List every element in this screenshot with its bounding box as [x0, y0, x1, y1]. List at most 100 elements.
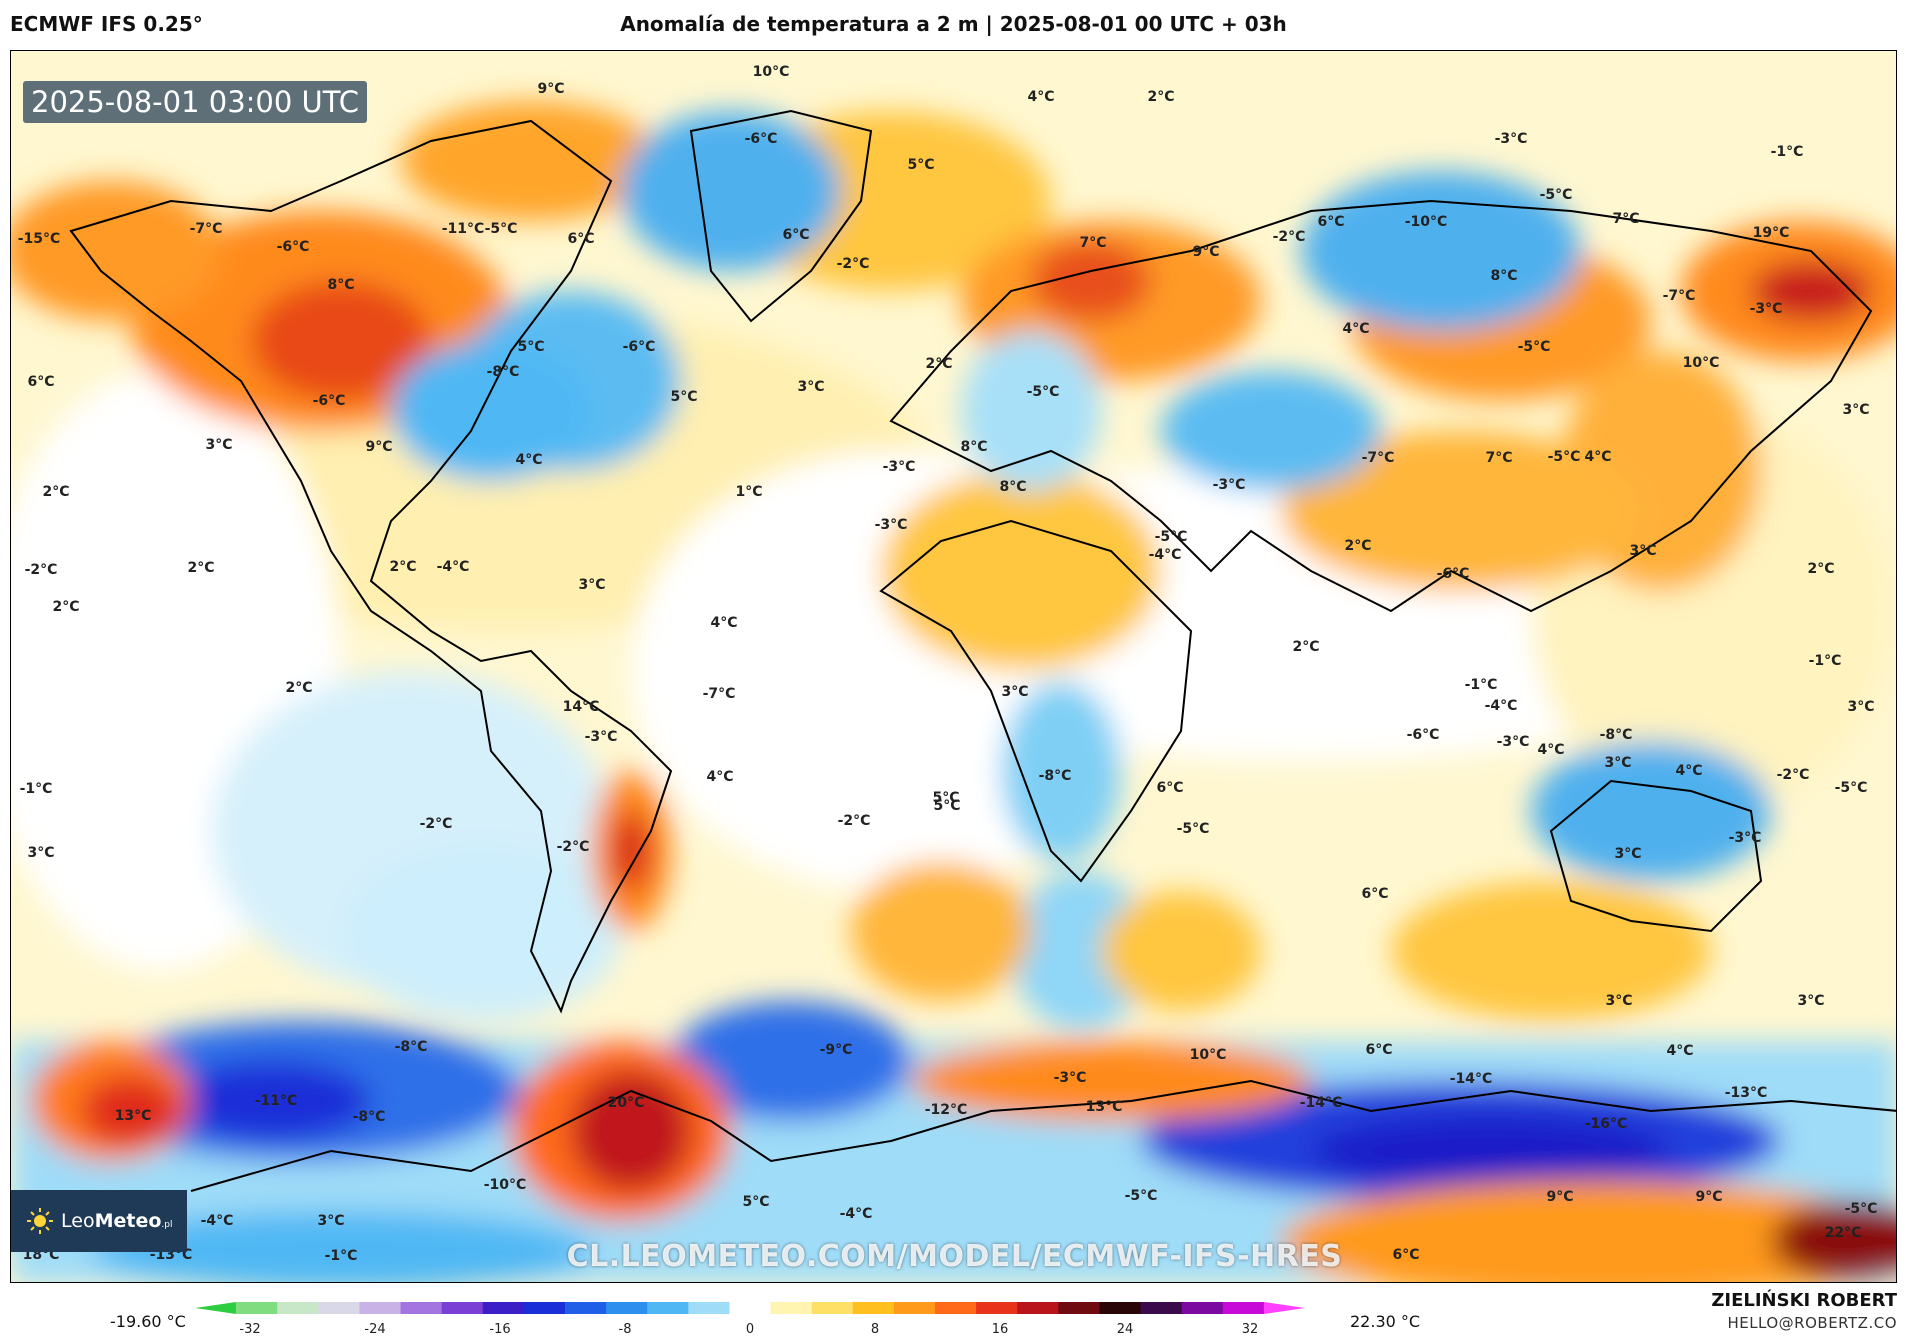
anomaly-value-label: -2°C: [420, 816, 453, 832]
anomaly-value-label: 4°C: [1537, 742, 1564, 758]
anomaly-value-label: 5°C: [907, 157, 934, 173]
anomaly-value-label: -7°C: [190, 221, 223, 237]
anomaly-value-label: 2°C: [187, 560, 214, 576]
anomaly-value-label: -3°C: [1750, 301, 1783, 317]
anomaly-value-label: 7°C: [1485, 450, 1512, 466]
anomaly-value-label: 2°C: [285, 680, 312, 696]
anomaly-value-label: -3°C: [1495, 131, 1528, 147]
scale-swatch: [236, 1302, 278, 1314]
anomaly-value-label: -6°C: [277, 239, 310, 255]
scale-tick-label: -32: [239, 1322, 260, 1337]
anomaly-value-label: -7°C: [703, 686, 736, 702]
anomaly-value-label: 4°C: [515, 452, 542, 468]
author-email: HELLO@ROBERTZ.CO: [1727, 1314, 1897, 1332]
anomaly-value-label: -2°C: [1777, 767, 1810, 783]
anomaly-value-label: -1°C: [1771, 144, 1804, 160]
scale-max-label: 22.30 °C: [1350, 1312, 1421, 1331]
anomaly-value-label: -5°C: [1155, 529, 1188, 545]
anomaly-value-label: 5°C: [932, 790, 959, 806]
anomaly-value-label: -5°C: [1845, 1201, 1878, 1217]
anomaly-value-label: 2°C: [52, 599, 79, 615]
anomaly-value-label: -2°C: [25, 562, 58, 578]
anomaly-labels: 9°C 10°C 4°C 2°C -6°C 5°C -3°C -1°C -15°C -7°C -6°…: [18, 64, 1878, 1264]
anomaly-value-label: 3°C: [1604, 755, 1631, 771]
anomaly-value-label: 10°C: [1190, 1047, 1227, 1063]
anomaly-value-label: -6°C: [745, 131, 778, 147]
anomaly-value-label: 3°C: [317, 1213, 344, 1229]
anomaly-value-label: -8°C: [395, 1039, 428, 1055]
anomaly-value-label: -5°C: [1125, 1188, 1158, 1204]
anomaly-value-label: 6°C: [1361, 886, 1388, 902]
anomaly-value-label: -7°C: [1663, 288, 1696, 304]
anomaly-field: [11, 101, 1896, 1282]
anomaly-value-label: -4°C: [840, 1206, 873, 1222]
anomaly-value-label: 6°C: [782, 227, 809, 243]
anomaly-value-label: 22°C: [1825, 1225, 1862, 1241]
anomaly-value-label: -14°C: [1300, 1095, 1343, 1111]
valid-time-badge: 2025-08-01 03:00 UTC: [23, 81, 368, 123]
anomaly-value-label: 3°C: [1001, 684, 1028, 700]
source-url-watermark: CL.LEOMETEO.COM/MODEL/ECMWF-IFS-HRES: [566, 1239, 1343, 1274]
scale-tick-label: 32: [1242, 1322, 1259, 1337]
anomaly-value-label: 10°C: [1683, 355, 1720, 371]
logo-text: LeoMeteo.pl: [61, 1210, 173, 1232]
anomaly-value-label: 5°C: [517, 339, 544, 355]
scale-swatch: [1058, 1302, 1100, 1314]
anomaly-value-label: -6°C: [1407, 727, 1440, 743]
anomaly-value-label: 4°C: [1675, 763, 1702, 779]
scale-swatch: [195, 1302, 237, 1314]
anomaly-value-label: -6°C: [1437, 566, 1470, 582]
scale-swatch: [1099, 1302, 1142, 1314]
anomaly-value-label: -10°C: [484, 1177, 527, 1193]
anomaly-value-label: 6°C: [1365, 1042, 1392, 1058]
scale-swatch: [811, 1302, 854, 1314]
scale-swatch: [1181, 1302, 1224, 1314]
anomaly-value-label: 3°C: [1629, 543, 1656, 559]
anomaly-value-label: -16°C: [1585, 1116, 1628, 1132]
anomaly-value-label: 8°C: [327, 277, 354, 293]
anomaly-value-label: 6°C: [1156, 780, 1183, 796]
anomaly-value-label: -5°C: [1177, 821, 1210, 837]
scale-swatch: [688, 1302, 730, 1314]
anomaly-value-label: 6°C: [567, 231, 594, 247]
anomaly-value-label: -5°C: [1518, 339, 1551, 355]
anomaly-value-label: 13°C: [1086, 1099, 1123, 1115]
anomaly-value-label: 3°C: [1605, 993, 1632, 1009]
scale-swatch: [1263, 1302, 1305, 1314]
anomaly-value-label: 7°C: [1079, 235, 1106, 251]
scale-tick-label: 24: [1117, 1322, 1134, 1337]
anomaly-value-label: 7°C: [1612, 211, 1639, 227]
anomaly-value-label: 13°C: [115, 1108, 152, 1124]
anomaly-value-label: 9°C: [537, 81, 564, 97]
anomaly-value-label: -10°C: [1405, 214, 1448, 230]
anomaly-value-label: 2°C: [42, 484, 69, 500]
anomaly-value-label: 6°C: [27, 374, 54, 390]
anomaly-value-label: -2°C: [837, 256, 870, 272]
scale-swatch: [893, 1302, 936, 1314]
scale-swatch: [441, 1302, 484, 1314]
model-name: ECMWF IFS 0.25°: [10, 12, 203, 36]
anomaly-map[interactable]: 9°C 10°C 4°C 2°C -6°C 5°C -3°C -1°C -15°C -7°C -6°…: [10, 50, 1897, 1283]
anomaly-value-label: 5°C: [742, 1194, 769, 1210]
color-scale-bar: -32 -24 -16 -8 0 8 16 24 32: [195, 1302, 1305, 1337]
anomaly-value-label: 8°C: [960, 439, 987, 455]
coastlines: [69, 109, 1896, 1192]
anomaly-value-label: 9°C: [365, 439, 392, 455]
anomaly-value-label: -15°C: [18, 231, 61, 247]
anomaly-value-label: 2°C: [1147, 89, 1174, 105]
anomaly-value-label: 4°C: [710, 615, 737, 631]
scale-swatch: [1017, 1302, 1059, 1314]
anomaly-value-label: 1°C: [735, 484, 762, 500]
anomaly-value-label: 8°C: [999, 479, 1026, 495]
anomaly-value-label: 4°C: [1342, 321, 1369, 337]
scale-swatch: [647, 1302, 689, 1314]
scale-swatch: [482, 1302, 525, 1314]
scale-swatch: [852, 1302, 895, 1314]
anomaly-value-label: -13°C: [1725, 1085, 1768, 1101]
anomaly-value-label: 2°C: [1344, 538, 1371, 554]
anomaly-value-label: -7°C: [1362, 450, 1395, 466]
scale-swatch: [1222, 1302, 1265, 1314]
anomaly-value-label: -8°C: [1600, 727, 1633, 743]
brand-logo[interactable]: LeoMeteo.pl: [11, 1190, 187, 1252]
scale-min-label: -19.60 °C: [110, 1312, 186, 1331]
